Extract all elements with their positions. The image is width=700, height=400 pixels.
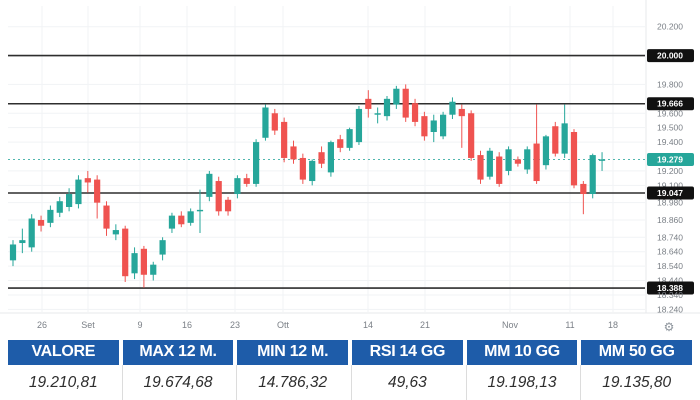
stats-table: VALORE MAX 12 M. MIN 12 M. RSI 14 GG MM … [8,340,693,400]
header-min-12m: MIN 12 M. [237,340,349,365]
svg-text:21: 21 [420,320,430,330]
gridlines [8,6,645,312]
svg-text:19.666: 19.666 [657,99,683,109]
svg-text:18.240: 18.240 [657,304,683,314]
svg-text:18.640: 18.640 [657,247,683,257]
svg-text:23: 23 [230,320,240,330]
svg-text:26: 26 [37,320,47,330]
svg-text:18.340: 18.340 [657,290,683,300]
svg-text:18.440: 18.440 [657,276,683,286]
svg-text:18.860: 18.860 [657,215,683,225]
value-min-12m: 14.786,32 [236,365,348,400]
value-valore: 19.210,81 [28,374,98,391]
svg-text:19.279: 19.279 [657,155,683,165]
svg-text:18.540: 18.540 [657,261,683,271]
svg-text:18: 18 [608,320,618,330]
header-max-12m: MAX 12 M. [122,340,234,365]
svg-text:11: 11 [565,320,574,330]
svg-text:19.800: 19.800 [657,79,683,89]
svg-text:19.500: 19.500 [657,123,683,133]
header-mm-50gg: MM 50 GG [581,340,693,365]
header-mm-10gg: MM 10 GG [466,340,578,365]
svg-text:19.400: 19.400 [657,137,683,147]
svg-text:Ott: Ott [277,320,290,330]
candles [9,84,606,288]
stats-header-row: VALORE MAX 12 M. MIN 12 M. RSI 14 GG MM … [8,340,693,365]
svg-text:16: 16 [182,320,192,330]
value-rsi-14gg: 49,63 [351,365,463,400]
stats-value-row: 19.210,81 19.674,68 14.786,32 49,63 19.1… [8,365,692,400]
svg-text:9: 9 [137,320,142,330]
price-chart[interactable]: 20.200 20.000 19.800 19.666 19.600 19.500 19.4… [0,0,700,338]
svg-text:19.047: 19.047 [657,188,683,198]
settings-gear-icon[interactable]: ⚙ [663,320,675,334]
svg-text:19.600: 19.600 [657,108,683,118]
header-rsi-14gg: RSI 14 GG [352,340,463,365]
svg-text:19.100: 19.100 [657,180,683,190]
svg-text:19.200: 19.200 [657,166,683,176]
header-valore: VALORE [8,340,119,365]
svg-text:18.980: 18.980 [657,198,683,208]
svg-text:18.740: 18.740 [657,232,683,242]
svg-text:Nov: Nov [502,320,519,330]
value-max-12m: 19.674,68 [121,365,234,400]
svg-text:Set: Set [81,320,95,330]
svg-text:20.000: 20.000 [657,51,683,61]
svg-text:18.388: 18.388 [657,283,683,293]
svg-text:20.200: 20.200 [657,22,683,32]
time-axis[interactable]: 26 Set 9 16 23 Ott 14 21 Nov 11 18 [37,320,618,330]
value-mm-50gg: 19.135,80 [580,365,692,400]
svg-text:14: 14 [363,320,373,330]
value-mm-10gg: 19.198,13 [465,365,578,400]
price-level-lines [8,54,645,289]
